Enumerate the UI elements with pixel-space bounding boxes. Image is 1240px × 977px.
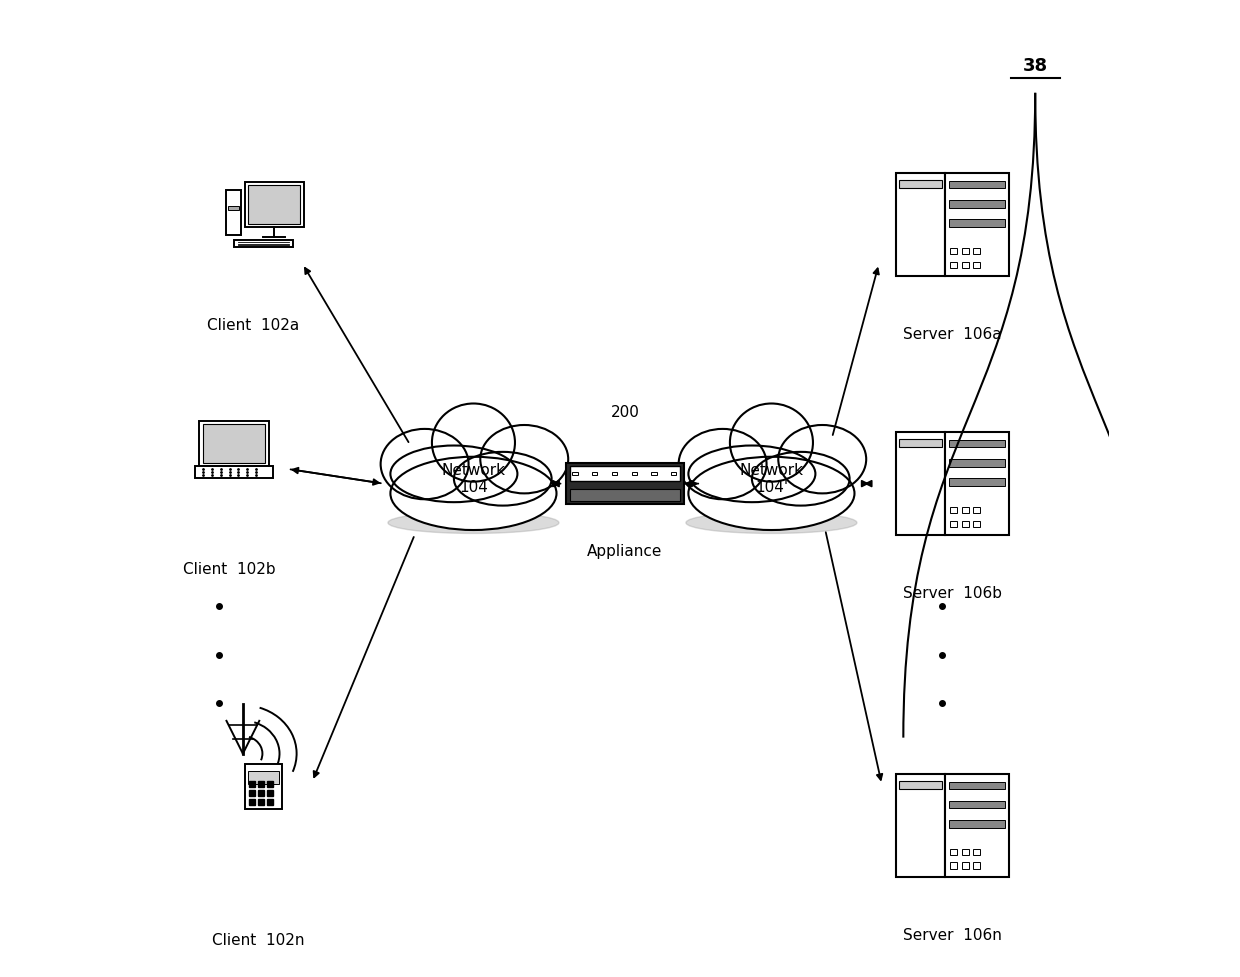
- Bar: [258, 782, 264, 786]
- Bar: [195, 466, 273, 478]
- Ellipse shape: [391, 446, 517, 502]
- Bar: [572, 472, 578, 476]
- Bar: [950, 507, 957, 513]
- Text: Client  102b: Client 102b: [182, 562, 275, 576]
- Bar: [569, 466, 681, 482]
- Text: Appliance: Appliance: [588, 544, 662, 559]
- Bar: [244, 182, 304, 228]
- Bar: [591, 472, 598, 476]
- Bar: [258, 799, 264, 805]
- Bar: [962, 863, 968, 869]
- Bar: [228, 206, 238, 210]
- Bar: [200, 420, 269, 466]
- Bar: [267, 782, 273, 786]
- Bar: [899, 440, 942, 447]
- Text: Client  102a: Client 102a: [207, 318, 300, 332]
- Bar: [267, 799, 273, 805]
- Ellipse shape: [454, 451, 552, 506]
- Bar: [611, 472, 618, 476]
- Bar: [258, 790, 264, 796]
- Bar: [973, 521, 981, 527]
- Text: Server  106b: Server 106b: [903, 586, 1002, 601]
- Bar: [962, 262, 968, 268]
- Bar: [203, 424, 265, 462]
- Bar: [234, 239, 293, 247]
- Text: 200: 200: [610, 405, 640, 420]
- Text: Server  106a: Server 106a: [903, 327, 1002, 342]
- Bar: [945, 774, 1008, 877]
- Bar: [973, 863, 981, 869]
- Bar: [899, 782, 942, 789]
- Text: Network
104': Network 104': [739, 462, 804, 495]
- Bar: [962, 521, 968, 527]
- Bar: [945, 174, 1008, 276]
- Text: Network
104: Network 104: [441, 462, 506, 495]
- Bar: [962, 849, 968, 855]
- Bar: [895, 432, 945, 535]
- Bar: [565, 463, 684, 504]
- Text: 38: 38: [1023, 58, 1048, 75]
- Bar: [949, 782, 1006, 789]
- Bar: [631, 472, 637, 476]
- Bar: [973, 248, 981, 254]
- Ellipse shape: [686, 512, 857, 533]
- Bar: [945, 432, 1008, 535]
- Bar: [962, 507, 968, 513]
- Ellipse shape: [730, 404, 813, 482]
- Bar: [949, 801, 1006, 808]
- Ellipse shape: [391, 456, 557, 530]
- Bar: [949, 181, 1006, 189]
- Bar: [949, 440, 1006, 447]
- Bar: [962, 248, 968, 254]
- Bar: [895, 174, 945, 276]
- Bar: [249, 799, 254, 805]
- Bar: [950, 262, 957, 268]
- Bar: [973, 262, 981, 268]
- Bar: [950, 863, 957, 869]
- Bar: [950, 248, 957, 254]
- Bar: [949, 478, 1006, 486]
- Bar: [899, 181, 942, 189]
- Ellipse shape: [678, 429, 766, 499]
- Bar: [249, 782, 254, 786]
- Bar: [671, 472, 677, 476]
- Bar: [569, 489, 681, 500]
- Bar: [651, 472, 657, 476]
- Ellipse shape: [381, 429, 469, 499]
- Ellipse shape: [432, 404, 515, 482]
- Bar: [949, 459, 1006, 467]
- Bar: [249, 790, 254, 796]
- Bar: [973, 849, 981, 855]
- Bar: [950, 521, 957, 527]
- Ellipse shape: [480, 425, 568, 493]
- Text: Client  102n: Client 102n: [212, 933, 305, 948]
- Bar: [267, 790, 273, 796]
- Ellipse shape: [688, 456, 854, 530]
- Bar: [949, 219, 1006, 227]
- Ellipse shape: [388, 512, 559, 533]
- Text: Server  106n: Server 106n: [903, 928, 1002, 943]
- Bar: [949, 200, 1006, 208]
- Bar: [973, 507, 981, 513]
- Bar: [246, 764, 281, 809]
- Bar: [895, 774, 945, 877]
- Ellipse shape: [751, 451, 849, 506]
- Bar: [248, 186, 300, 224]
- Ellipse shape: [688, 446, 816, 502]
- Bar: [950, 849, 957, 855]
- Ellipse shape: [779, 425, 867, 493]
- Bar: [248, 771, 279, 785]
- Bar: [949, 820, 1006, 828]
- Bar: [226, 190, 241, 235]
